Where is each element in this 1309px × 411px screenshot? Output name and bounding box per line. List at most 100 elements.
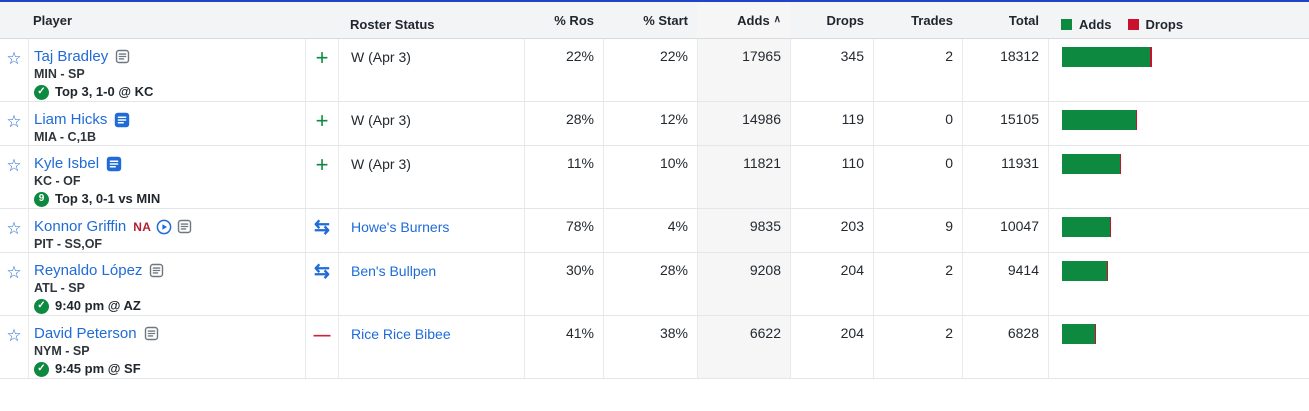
column-header-adds[interactable]: Adds ∧ (697, 2, 790, 38)
drops-value: 110 (790, 146, 873, 208)
trades-value: 2 (873, 316, 962, 378)
adds-value: 11821 (697, 146, 790, 208)
roster-status-cell: W (Apr 3) (338, 146, 524, 208)
note-icon[interactable] (144, 326, 159, 341)
pct-start-value: 12% (603, 102, 697, 145)
add-player-icon[interactable]: + (315, 45, 329, 70)
swap-player-icon[interactable]: ⇆ (314, 217, 330, 238)
star-icon[interactable]: ☆ (6, 49, 22, 68)
player-name-link[interactable]: Reynaldo López (34, 262, 143, 279)
top-accent-bar (0, 0, 1309, 2)
add-player-icon[interactable]: + (315, 152, 329, 177)
trades-value: 2 (873, 253, 962, 315)
player-team-position: ATL - SP (34, 281, 85, 295)
drops-value: 119 (790, 102, 873, 145)
star-icon[interactable]: ☆ (6, 156, 22, 175)
drops-bar (1150, 47, 1152, 67)
player-name-link[interactable]: David Peterson (34, 325, 137, 342)
play-icon[interactable] (156, 219, 172, 235)
column-header-player[interactable]: Player (33, 12, 73, 28)
adds-value: 9835 (697, 209, 790, 252)
roster-status-cell: Ben's Bullpen (338, 253, 524, 315)
news-icon[interactable] (114, 112, 130, 128)
drops-bar (1107, 261, 1109, 281)
add-player-icon[interactable]: + (315, 108, 329, 133)
transactions-bar (1062, 47, 1309, 67)
star-icon[interactable]: ☆ (6, 326, 22, 345)
game-status-text: Top 3, 0-1 vs MIN (55, 191, 161, 206)
roster-action-cell: — (305, 316, 338, 378)
inning-icon: 9 (34, 191, 49, 207)
pct-start-value: 38% (603, 316, 697, 378)
adds-bar (1062, 324, 1095, 344)
drops-value: 345 (790, 39, 873, 101)
drops-bar (1120, 154, 1121, 174)
fantasy-team-link[interactable]: Ben's Bullpen (351, 263, 437, 279)
pct-start-value: 10% (603, 146, 697, 208)
total-value: 9414 (962, 253, 1048, 315)
player-team-position: MIN - SP (34, 67, 85, 81)
table-row: ☆ Taj Bradley MIN - SP ✓ Top 3, 1-0 @ KC… (0, 39, 1309, 102)
column-header-pct-start[interactable]: % Start (643, 12, 688, 28)
star-icon[interactable]: ☆ (6, 219, 22, 238)
star-cell: ☆ (0, 102, 28, 145)
player-badges (106, 156, 122, 172)
adds-value: 9208 (697, 253, 790, 315)
pct-start-value: 22% (603, 39, 697, 101)
adds-bar (1062, 47, 1151, 67)
star-icon[interactable]: ☆ (6, 112, 22, 131)
transactions-bar (1062, 261, 1309, 281)
roster-status-cell: Rice Rice Bibee (338, 316, 524, 378)
roster-action-cell: ⇆ (305, 209, 338, 252)
drops-value: 204 (790, 316, 873, 378)
transactions-bar (1062, 110, 1309, 130)
adds-bar (1062, 261, 1108, 281)
check-circle-icon: ✓ (34, 361, 49, 377)
player-cell: David Peterson NYM - SP ✓ 9:45 pm @ SF (28, 316, 305, 378)
player-name-link[interactable]: Konnor Griffin (34, 218, 127, 235)
legend-label: Drops (1145, 17, 1184, 32)
game-status: ✓ Top 3, 1-0 @ KC (34, 83, 305, 101)
news-icon[interactable] (106, 156, 122, 172)
column-header-pct-ros[interactable]: % Ros (554, 12, 594, 28)
note-icon[interactable] (149, 263, 164, 278)
drop-player-icon[interactable]: — (313, 325, 331, 344)
player-name-link[interactable]: Kyle Isbel (34, 155, 100, 172)
fantasy-team-link[interactable]: Rice Rice Bibee (351, 326, 451, 342)
table-row: ☆ David Peterson NYM - SP ✓ 9:45 pm @ SF… (0, 316, 1309, 379)
table-header: Player Roster Status % Ros % Start Adds … (0, 2, 1309, 39)
player-badges (149, 263, 164, 278)
swap-player-icon[interactable]: ⇆ (314, 261, 330, 282)
star-cell: ☆ (0, 209, 28, 252)
column-header-roster-status[interactable]: Roster Status (350, 16, 435, 32)
transactions-bar-cell (1048, 209, 1309, 252)
drops-bar (1110, 217, 1112, 237)
table-row: ☆ Kyle Isbel KC - OF 9 Top 3, 0-1 vs MIN… (0, 146, 1309, 209)
transactions-bar-cell (1048, 39, 1309, 101)
sort-ascending-icon: ∧ (773, 13, 781, 25)
star-cell: ☆ (0, 39, 28, 101)
column-header-total[interactable]: Total (1008, 12, 1039, 28)
total-value: 10047 (962, 209, 1048, 252)
player-name-link[interactable]: Liam Hicks (34, 111, 108, 128)
note-icon[interactable] (177, 219, 192, 234)
star-icon[interactable]: ☆ (6, 263, 22, 282)
drops-bar (1094, 324, 1096, 344)
pct-start-value: 28% (603, 253, 697, 315)
roster-action-cell: ⇆ (305, 253, 338, 315)
roster-action-cell: + (305, 39, 338, 101)
adds-value: 17965 (697, 39, 790, 101)
total-value: 11931 (962, 146, 1048, 208)
player-name-link[interactable]: Taj Bradley (34, 48, 109, 65)
column-header-drops[interactable]: Drops (826, 12, 864, 28)
pct-ros-value: 11% (524, 146, 603, 208)
player-team-position: KC - OF (34, 174, 81, 188)
legend-swatch (1061, 19, 1072, 30)
column-header-trades[interactable]: Trades (911, 12, 953, 28)
transactions-bar (1062, 217, 1309, 237)
transactions-bar-cell (1048, 253, 1309, 315)
note-icon[interactable] (115, 49, 130, 64)
fantasy-team-link[interactable]: Howe's Burners (351, 219, 450, 235)
game-status: ✓ 9:45 pm @ SF (34, 360, 305, 378)
